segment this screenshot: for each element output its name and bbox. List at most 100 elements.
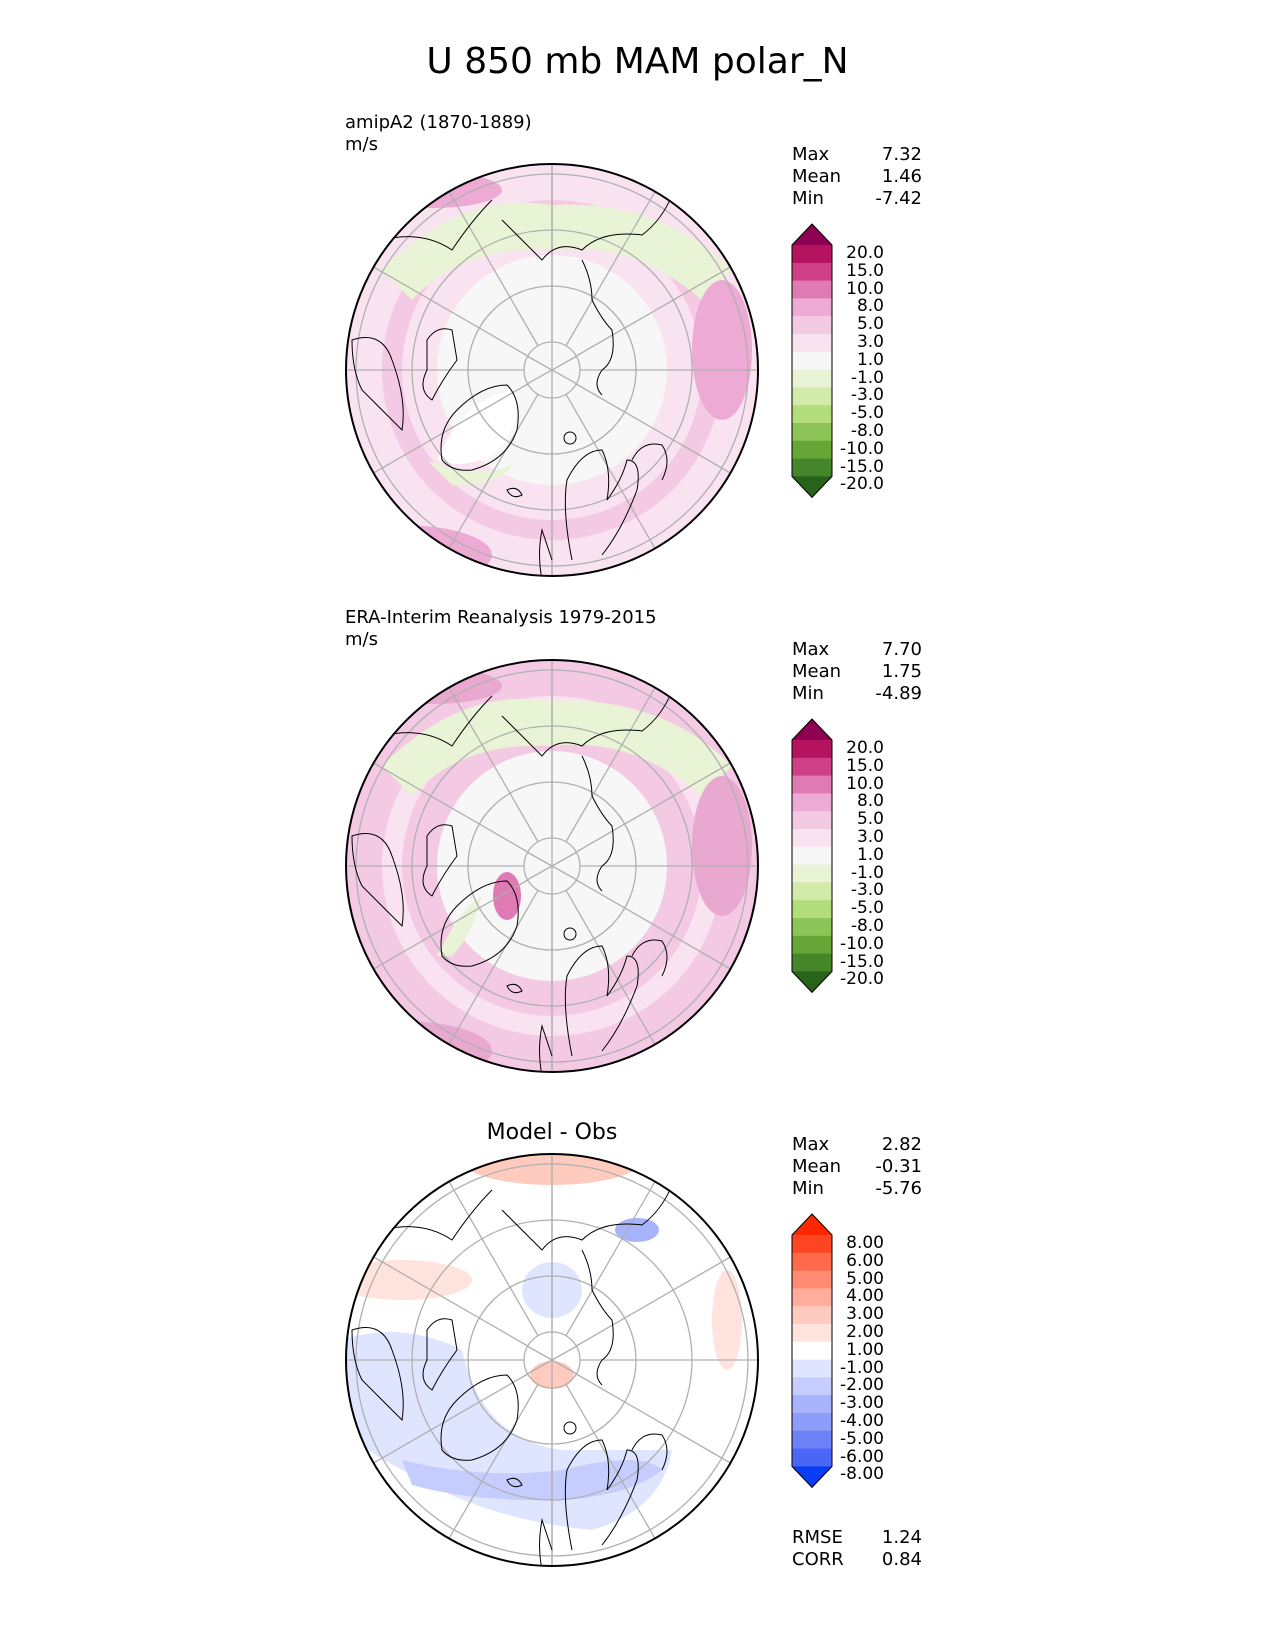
panel1-stat-mean: Mean 1.46 [792,166,922,187]
map-field [346,164,758,576]
colorbar-tick-label: -3.0 [850,385,884,406]
colorbar-tick-label: -2.00 [840,1375,884,1396]
colorbar-segment [792,1235,832,1254]
colorbar-tick-label: 3.00 [846,1304,884,1325]
meridian-line [526,851,578,881]
meridian-line [373,1256,529,1347]
colorbar-segment [792,262,832,282]
map-border [345,659,759,1073]
colorbar-tick-label: 8.0 [856,296,884,317]
colorbar-tick-label: -6.00 [840,1446,884,1467]
panel3-stat-max: Max 2.82 [792,1134,922,1155]
meridian-line [526,1345,578,1375]
greenland-coastline [440,1374,519,1461]
panel2-title: ERA-Interim Reanalysis 1979-2015 [345,607,657,628]
panel3-stat-min: Min -5.76 [792,1178,922,1199]
panel1-units: m/s [345,134,378,155]
novaya-zemlya-coastline [631,1433,668,1471]
colorbar-bottom-extension [792,971,832,993]
colorbar-tick-label: 5.00 [846,1268,884,1289]
meridian-line [575,1373,731,1464]
colorbar-tick-label: -20.0 [840,474,884,495]
colorbar-segment [792,1341,832,1361]
meridian-line [565,889,656,1045]
colorbar-bottom-extension [792,476,832,498]
panel2-polar-map [345,659,759,1073]
uk-coastline [539,1024,553,1072]
masked-greenland [437,390,517,464]
panel3-polar-map [345,1153,759,1567]
colorbar-segment [792,918,832,937]
colorbar-tick-label: -5.0 [850,898,884,919]
panel2-units: m/s [345,629,378,650]
colorbar-segment [792,935,832,955]
colorbar-segment [792,775,832,794]
panel3-stat-mean: Mean -0.31 [792,1156,922,1177]
colorbar-bottom-extension [792,1466,832,1488]
novaya-zemlya-coastline [631,939,668,977]
colorbar-segment [792,1288,832,1307]
graticule [346,1154,758,1566]
colorbar-tick-label: 3.0 [856,331,884,352]
easterly-patch [437,896,482,956]
iceland-coastline [506,487,523,498]
colorbar-segment [792,405,832,424]
westerly-maximum [692,280,752,420]
colorbar-segment [792,334,832,353]
panel1-colorbar [791,223,833,499]
panel2-stat-mean: Mean 1.75 [792,661,922,682]
arctic-archipelago-coastline [422,824,458,897]
westerly-maximum [493,872,521,920]
panel3-colorbar [791,1213,833,1489]
colorbar-segment [792,1324,832,1343]
colorbar-tick-label: -1.00 [840,1357,884,1378]
meridian-line [575,383,731,474]
svalbard-coastline [563,927,577,941]
colorbar-tick-label: -5.00 [840,1428,884,1449]
uk-coastline [539,528,553,576]
colorbar-tick-label: 8.00 [846,1233,884,1253]
panel3-colorbar-labels: 8.00 6.00 5.00 4.00 3.00 2.00 1.00 -1.00 -2.00 -3… [832,1233,884,1484]
panel3-stat-corr: CORR 0.84 [792,1549,922,1570]
colorbar-tick-label: 15.0 [846,260,884,281]
meridian-line [575,762,731,853]
colorbar-tick-label: -3.0 [850,880,884,901]
siberia-coastline [581,755,614,892]
meridian-line [526,355,578,385]
scandinavia-coastline [564,1439,639,1551]
colorbar-outline [791,223,833,499]
colorbar-segment [792,423,832,442]
panel1-stat-min: Min -7.42 [792,188,922,209]
colorbar-tick-label: 20.0 [846,243,884,263]
meridian-line [565,1383,656,1539]
panel2-stat-min: Min -4.89 [792,683,922,704]
colorbar-tick-label: 10.0 [846,278,884,299]
meridian-line [373,383,529,474]
coastlines [351,1184,673,1566]
colorbar-segment [792,369,832,388]
meridian-line [575,1256,731,1347]
hudson-bay-coastline [351,833,404,928]
map-field [346,660,758,1072]
colorbar-tick-label: 5.0 [856,314,884,335]
colorbar-tick-label: -8.0 [850,420,884,441]
coastlines [351,194,673,576]
graticule [346,660,758,1072]
colorbar-tick-label: 15.0 [846,755,884,776]
novaya-zemlya-coastline [631,443,668,481]
iceland-coastline [506,1477,523,1488]
colorbar-outline [791,718,833,994]
colorbar-segment [792,1306,832,1325]
colorbar-segment [792,811,832,830]
colorbar-top-extension [792,224,832,245]
colorbar-segment [792,740,832,759]
meridian-line [373,762,529,853]
colorbar-tick-label: -3.00 [840,1393,884,1414]
colorbar-segment [792,1413,832,1432]
figure-title: U 850 mb MAM polar_N [426,41,849,82]
colorbar-segment [792,1252,832,1272]
colorbar-tick-label: -4.00 [840,1410,884,1431]
colorbar-tick-label: 6.00 [846,1250,884,1271]
colorbar-tick-label: -10.0 [840,438,884,459]
panel2-stat-max: Max 7.70 [792,639,922,660]
